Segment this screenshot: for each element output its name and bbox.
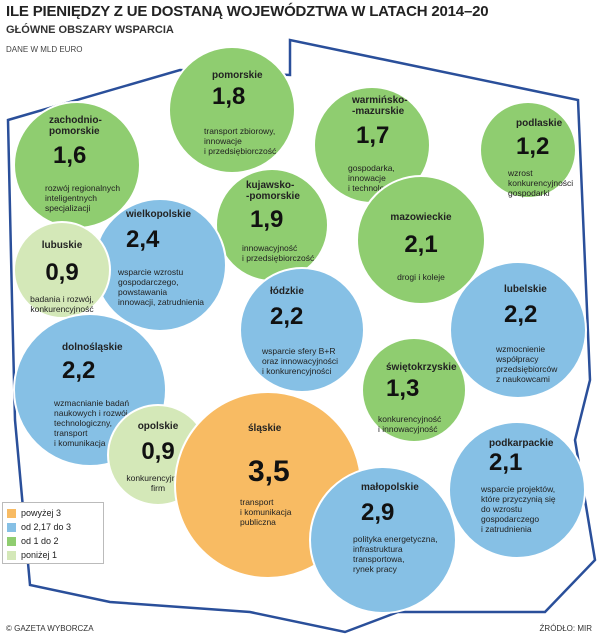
bubble-description: innowacyjność i przedsiębiorczość (242, 243, 315, 263)
bubble-value: 2,1 (489, 449, 522, 476)
bubble-circle (239, 267, 365, 393)
bubble-value: 2,1 (404, 231, 437, 258)
legend-swatch-1to2 (7, 536, 16, 546)
bubble-description: wsparcie sfery B+R oraz innowacyjności i k… (261, 346, 338, 376)
bubble-podlaskie: podlaskie 1,2 wzrost konkurencyjności gospod… (479, 101, 577, 199)
legend-swatch-below1 (7, 550, 16, 560)
bubble-świętokrzyskie: świętokrzyskie 1,3 konkurencyjność i innowa… (361, 337, 467, 443)
bubble-description: wsparcie projektów, które przyczynią się d… (480, 484, 556, 534)
bubble-value: 2,2 (270, 303, 303, 330)
bubble-description: wzrost konkurencyjności gospodarki (507, 168, 573, 198)
bubble-description: badania i rozwój, konkurencyjność (30, 294, 94, 314)
bubble-value: 1,7 (356, 122, 389, 149)
bubble-circle (449, 261, 587, 399)
bubble-name: warmińsko--mazurskie (351, 95, 408, 117)
bubble-description: gospodarka, innowacje i technologie (348, 163, 396, 193)
bubble-circle (168, 46, 296, 174)
bubble-circle (479, 101, 577, 199)
bubble-description: transport i komunikacja publiczna (240, 497, 292, 527)
bubble-łódzkie: łódzkie 2,2 wsparcie sfery B+R oraz innowac… (239, 267, 365, 393)
bubble-wielkopolskie: wielkopolskie 2,4 wsparcie wzrostu gospodar… (93, 198, 227, 332)
bubble-value: 1,8 (212, 83, 245, 110)
bubble-name: pomorskie (212, 70, 263, 81)
legend: powyżej 3 od 2,17 do 3 od 1 do 2 poniżej… (2, 502, 104, 564)
source: ŹRÓDŁO: MIR (539, 624, 592, 633)
bubble-description: wsparcie wzrostu gospodarczego, powstawani… (117, 267, 204, 307)
legend-item-217to3: od 2,17 do 3 (7, 520, 103, 534)
chart-title: ILE PIENIĘDZY Z UE DOSTANĄ WOJEWÓDZTWA W… (6, 3, 489, 20)
bubble-name: zachodnio-pomorskie (49, 115, 102, 137)
copyright: © GAZETA WYBORCZA (6, 624, 94, 633)
bubble-name: łódzkie (270, 286, 304, 297)
bubble-name: podkarpackie (489, 438, 554, 449)
bubble-małopolskie: małopolskie 2,9 polityka energetyczna, infr… (309, 466, 457, 614)
bubble-name: opolskie (138, 421, 179, 432)
bubble-mazowieckie: mazowieckie 2,1 drogi i koleje (356, 175, 486, 305)
bubble-circle (309, 466, 457, 614)
bubble-description: wzmacnianie badań naukowych i rozwój techn… (53, 398, 129, 448)
bubble-pomorskie: pomorskie 1,8 transport zbiorowy, innowacje… (168, 46, 296, 174)
bubble-lubelskie: lubelskie 2,2 wzmocnienie współpracy przedsi… (449, 261, 587, 399)
bubble-kujawsko-pomorskie: kujawsko--pomorskie 1,9 innowacyjność i prz… (215, 168, 329, 282)
legend-item-below1: poniżej 1 (7, 548, 103, 562)
bubble-zachodnio-pomorskie: zachodnio-pomorskie 1,6 rozwój regionalnyc… (13, 101, 141, 229)
bubble-name: podlaskie (516, 118, 563, 129)
bubble-circle (356, 175, 486, 305)
unit-note: DANE W MLD EURO (6, 45, 83, 54)
bubble-warmińsko-mazurskie: warmińsko--mazurskie 1,7 gospodarka, innowa… (313, 86, 431, 204)
bubble-value: 1,2 (516, 133, 549, 160)
chart-subtitle: GŁÓWNE OBSZARY WSPARCIA (6, 24, 174, 36)
bubble-value: 2,2 (62, 357, 95, 384)
legend-label: od 2,17 do 3 (21, 522, 72, 532)
bubble-description: konkurencyjność i innowacyjność (378, 414, 442, 434)
legend-label: powyżej 3 (21, 508, 62, 518)
bubble-description: rozwój regionalnych inteligentnych specjal… (45, 183, 120, 213)
bubble-lubuskie: lubuskie 0,9 badania i rozwój, konkurencyjn… (13, 221, 111, 319)
legend-swatch-217to3 (7, 522, 16, 532)
bubble-name: małopolskie (361, 482, 419, 493)
bubble-circle (13, 221, 111, 319)
bubble-value: 2,2 (504, 301, 537, 328)
bubble-name: kujawsko--pomorskie (246, 180, 300, 202)
legend-item-above3: powyżej 3 (7, 506, 103, 520)
bubble-name: świętokrzyskie (386, 362, 457, 373)
bubble-circle (361, 337, 467, 443)
bubble-value: 3,5 (248, 455, 290, 488)
bubble-name: dolnośląskie (62, 342, 123, 353)
bubble-value: 0,9 (141, 438, 174, 465)
bubble-name: lubelskie (504, 284, 547, 295)
bubble-value: 0,9 (45, 259, 78, 286)
bubble-value: 1,6 (53, 142, 86, 169)
bubble-name: śląskie (248, 423, 282, 434)
bubble-description: konkurencyjność firm (126, 473, 190, 493)
bubble-name: mazowieckie (390, 212, 452, 223)
bubble-description: transport zbiorowy, innowacje i przedsiębi… (204, 126, 277, 156)
bubble-description: polityka energetyczna, infrastruktura tran… (353, 534, 438, 574)
bubble-value: 1,3 (386, 375, 419, 402)
bubble-circle (448, 421, 586, 559)
legend-label: poniżej 1 (21, 550, 58, 560)
legend-item-1to2: od 1 do 2 (7, 534, 103, 548)
bubble-value: 2,9 (361, 499, 394, 526)
bubbles-layer: pomorskie 1,8 transport zbiorowy, innowacje… (13, 46, 587, 614)
legend-label: od 1 do 2 (21, 536, 59, 546)
bubble-value: 2,4 (126, 226, 160, 253)
bubble-description: drogi i koleje (397, 272, 445, 282)
bubble-name: wielkopolskie (125, 209, 191, 220)
bubble-description: wzmocnienie współpracy przedsiębiorców z na… (495, 344, 558, 384)
bubble-name: lubuskie (42, 240, 83, 251)
bubble-value: 1,9 (250, 206, 283, 233)
legend-swatch-above3 (7, 508, 16, 518)
